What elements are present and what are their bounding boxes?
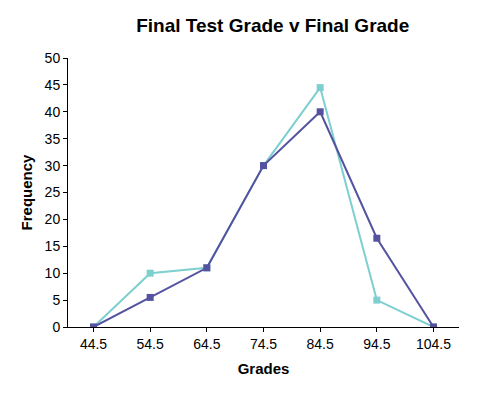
svg-text:104.5: 104.5	[416, 336, 451, 352]
svg-text:5: 5	[52, 292, 60, 308]
svg-text:20: 20	[45, 211, 61, 227]
svg-text:10: 10	[45, 265, 61, 281]
svg-text:40: 40	[45, 104, 61, 120]
svg-text:35: 35	[45, 131, 61, 147]
svg-text:Final Test Grade v Final Grade: Final Test Grade v Final Grade	[136, 15, 409, 36]
svg-text:94.5: 94.5	[363, 336, 390, 352]
svg-text:45: 45	[45, 77, 61, 93]
svg-text:64.5: 64.5	[193, 336, 220, 352]
svg-text:54.5: 54.5	[137, 336, 164, 352]
svg-text:74.5: 74.5	[250, 336, 277, 352]
svg-text:0: 0	[52, 319, 60, 335]
svg-text:Grades: Grades	[238, 360, 290, 377]
svg-text:30: 30	[45, 158, 61, 174]
svg-text:15: 15	[45, 238, 61, 254]
svg-text:Frequency: Frequency	[18, 154, 35, 231]
svg-text:50: 50	[45, 50, 61, 66]
svg-text:25: 25	[45, 184, 61, 200]
svg-text:84.5: 84.5	[307, 336, 334, 352]
svg-text:44.5: 44.5	[80, 336, 107, 352]
